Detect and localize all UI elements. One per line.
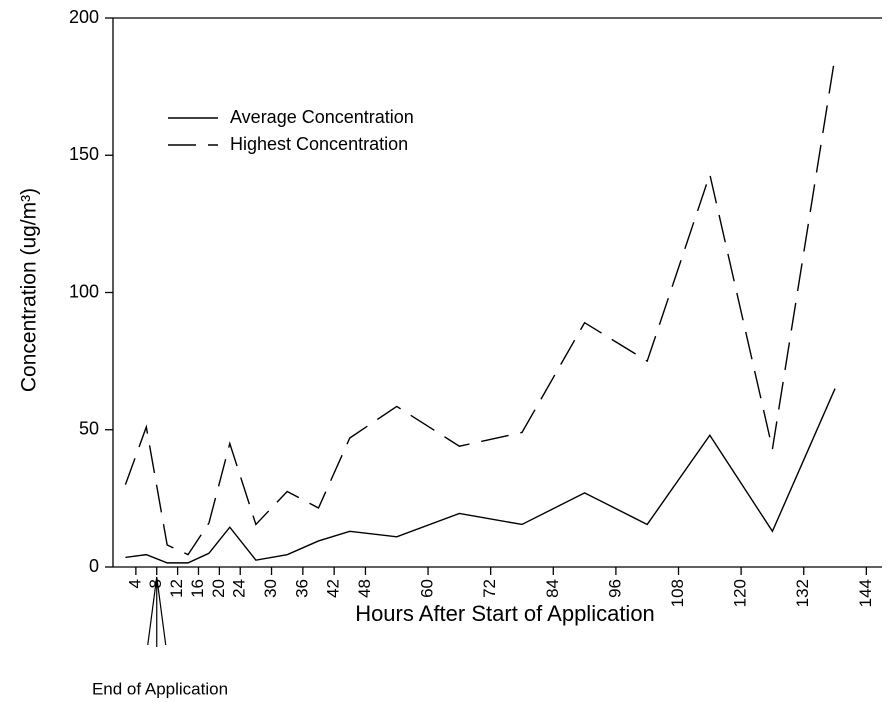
x-tick-label: 96	[605, 579, 624, 598]
legend-label: Average Concentration	[230, 107, 414, 127]
y-tick-label: 200	[69, 7, 99, 27]
x-axis-label: Hours After Start of Application	[355, 601, 655, 626]
y-tick-label: 50	[79, 419, 99, 439]
x-tick-label: 48	[355, 579, 374, 598]
x-tick-label: 20	[209, 579, 228, 598]
y-tick-label: 150	[69, 144, 99, 164]
x-tick-label: 132	[793, 579, 812, 607]
x-tick-label: 12	[167, 579, 186, 598]
x-tick-label: 84	[543, 579, 562, 598]
x-tick-label: 16	[188, 579, 207, 598]
x-tick-label: 42	[324, 579, 343, 598]
y-axis-label: Concentration (ug/m³)	[18, 188, 41, 392]
x-tick-label: 108	[668, 579, 687, 607]
legend-label: Highest Concentration	[230, 134, 408, 154]
y-tick-label: 100	[69, 281, 99, 301]
annotation-text: End of Application	[92, 679, 228, 698]
data-line	[125, 388, 836, 564]
x-tick-label: 120	[731, 579, 750, 607]
data-line	[124, 56, 836, 556]
x-tick-label: 60	[418, 579, 437, 598]
x-tick-label: 24	[230, 579, 249, 598]
x-tick-label: 30	[261, 579, 280, 598]
x-tick-label: 36	[292, 579, 311, 598]
annotation-arrow	[147, 576, 167, 647]
x-tick-label: 4	[125, 579, 144, 588]
y-tick-label: 0	[89, 556, 99, 576]
x-tick-label: 144	[856, 579, 875, 607]
x-tick-label: 72	[480, 579, 499, 598]
